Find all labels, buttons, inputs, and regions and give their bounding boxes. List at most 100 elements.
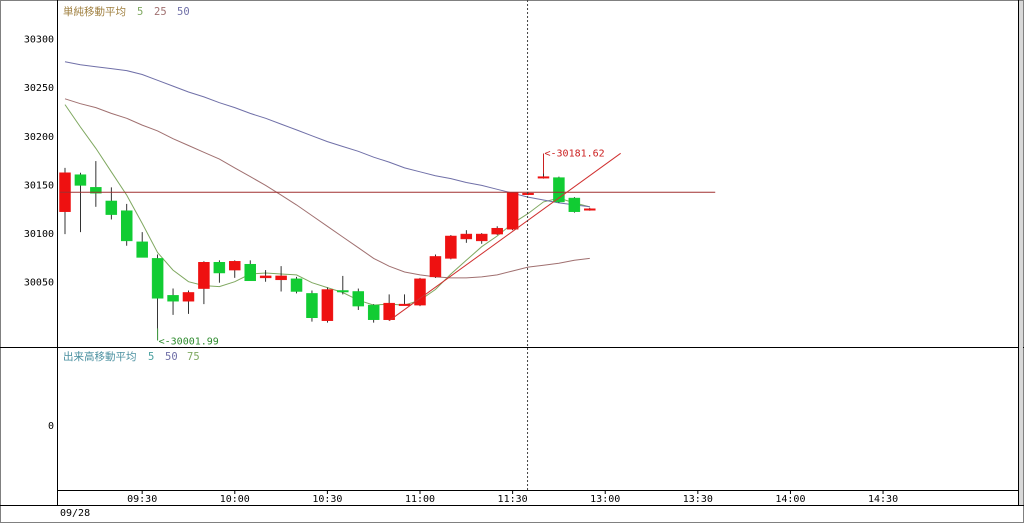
candle — [275, 266, 287, 292]
time-tick-label: 09:30 — [127, 494, 157, 505]
candle-body — [475, 233, 488, 242]
candle-body — [229, 261, 241, 271]
candle — [460, 230, 473, 243]
candle — [445, 235, 457, 260]
candle-body — [167, 295, 179, 302]
candle — [306, 290, 318, 322]
volume-panel: 出来高移動平均 5 50 75 0 — [48, 350, 200, 432]
candle-body — [537, 176, 550, 179]
candle-body — [383, 302, 395, 320]
candle-body — [244, 263, 256, 282]
candle — [568, 197, 581, 213]
candle — [244, 260, 256, 282]
candle — [182, 290, 195, 314]
sma-line-50 — [64, 61, 590, 208]
price-legend: 単純移動平均 5 25 50 — [63, 5, 190, 18]
time-tick-label: 10:00 — [220, 494, 250, 505]
candle — [151, 254, 164, 329]
candle-body — [398, 303, 411, 306]
candle — [74, 172, 87, 233]
candle-body — [553, 177, 565, 203]
candle-body — [460, 233, 473, 240]
candle-body — [151, 258, 164, 299]
candles — [59, 153, 596, 329]
volume-legend-label: 出来高移動平均 — [63, 350, 137, 363]
price-panel: 30050 30100 30150 30200 30250 30300 単純移動平均 5 … — [24, 5, 716, 347]
candle — [414, 277, 426, 307]
candle — [398, 294, 411, 306]
candle-body — [182, 292, 195, 302]
candle — [259, 270, 272, 282]
candle-body — [367, 304, 380, 320]
price-legend-label: 単純移動平均 — [63, 5, 126, 18]
candle — [321, 287, 334, 323]
volume-legend-period-5: 5 — [148, 351, 154, 363]
candle — [337, 275, 349, 295]
candle — [553, 176, 565, 203]
candle-body — [198, 262, 210, 289]
candle — [120, 203, 133, 246]
candle-body — [90, 187, 102, 194]
price-y-tick-label: 30050 — [24, 278, 54, 289]
date-label: 09/28 — [60, 508, 90, 519]
candle-body — [491, 227, 503, 235]
price-y-tick-label: 30200 — [24, 132, 54, 143]
sma-line-25 — [64, 98, 590, 279]
high-price-annotation: <-30181.62 — [542, 149, 605, 174]
candle — [367, 304, 380, 323]
candle-body — [429, 256, 442, 278]
volume-legend-period-50: 50 — [165, 351, 178, 363]
candle-body — [105, 200, 118, 215]
price-y-tick-label: 30150 — [24, 180, 54, 191]
candle — [506, 191, 519, 231]
candle — [290, 276, 303, 294]
right-scrollbar[interactable] — [1019, 1, 1023, 505]
candle-body — [306, 293, 318, 319]
candle-body — [445, 235, 457, 259]
price-y-tick-label: 30250 — [24, 83, 54, 94]
annotation-text: <-30001.99 — [159, 336, 219, 347]
candle-body — [414, 278, 426, 306]
candle — [352, 288, 365, 310]
time-tick-label: 10:30 — [312, 494, 342, 505]
drawing-lines — [60, 152, 716, 322]
time-tick-label: 14:30 — [868, 494, 898, 505]
candle — [136, 232, 148, 258]
candle — [475, 233, 488, 244]
time-tick-label: 11:30 — [498, 494, 528, 505]
candle — [429, 254, 442, 278]
time-tick-label: 14:00 — [775, 494, 805, 505]
candle-body — [584, 208, 596, 211]
time-tick-label: 13:30 — [683, 494, 713, 505]
price-y-tick-label: 30100 — [24, 229, 54, 240]
time-axis: 09:30 10:00 10:30 11:00 11:30 13:00 13:30 14:00… — [127, 490, 898, 505]
time-tick-label: 13:00 — [590, 494, 620, 505]
annotations: <-30001.99 <-30181.62 — [157, 149, 605, 347]
candle-body — [275, 275, 287, 281]
time-tick-label: 11:00 — [405, 494, 435, 505]
candle — [383, 294, 395, 321]
price-legend-period-25: 25 — [154, 6, 167, 18]
candle — [491, 226, 503, 236]
price-y-tick-label: 30300 — [24, 34, 54, 45]
price-y-axis: 30050 30100 30150 30200 30250 30300 — [24, 34, 54, 288]
candle-body — [506, 191, 519, 230]
candle-body — [337, 290, 349, 293]
volume-legend-period-75: 75 — [187, 351, 200, 363]
candle — [198, 261, 210, 305]
low-price-annotation: <-30001.99 — [157, 328, 219, 347]
volume-y-tick-label: 0 — [48, 421, 54, 432]
candle-body — [321, 289, 334, 321]
trend-line — [388, 152, 621, 322]
candle — [229, 260, 241, 278]
candle-body — [290, 278, 303, 292]
annotation-text: <-30181.62 — [544, 149, 604, 160]
candle-body — [120, 210, 133, 242]
candle-body — [74, 174, 87, 186]
candle-body — [213, 262, 226, 274]
candle-body — [568, 197, 581, 212]
price-legend-period-50: 50 — [177, 6, 190, 18]
candle — [90, 161, 102, 207]
